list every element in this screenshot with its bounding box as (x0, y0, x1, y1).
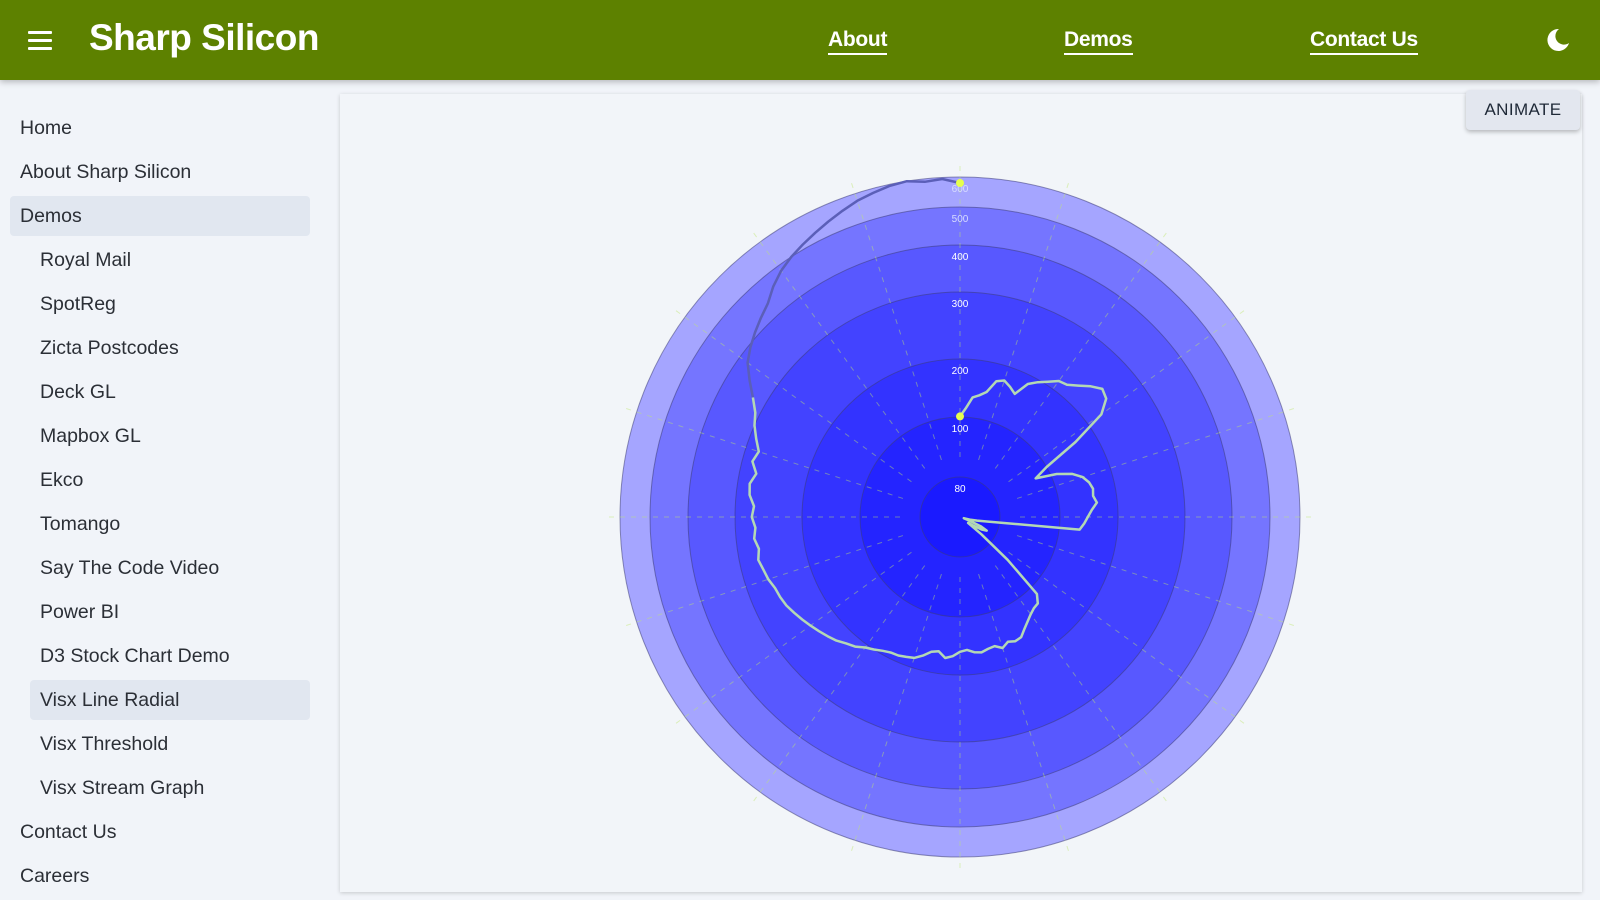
sidebar-item-royal-mail[interactable]: Royal Mail (40, 249, 132, 271)
radial-ring (919, 476, 1001, 558)
sidebar-item-demos[interactable]: Demos (10, 196, 310, 236)
animate-button[interactable]: ANIMATE (1466, 90, 1580, 130)
radial-spoke (1016, 407, 1295, 499)
sidebar-item-say-the-code-video[interactable]: Say The Code Video (40, 557, 220, 579)
menu-bar (28, 30, 52, 34)
brand-title[interactable]: Sharp Silicon (89, 17, 319, 58)
radial-spoke (1016, 535, 1295, 627)
radial-spoke (1008, 551, 1246, 725)
sidebar-item-visx-threshold[interactable]: Visx Threshold (40, 733, 169, 755)
sidebar-item-mapbox-gl[interactable]: Mapbox GL (40, 425, 141, 447)
radial-spoke (752, 565, 926, 803)
radial-spoke (850, 573, 942, 852)
sidebar-item-ekco[interactable]: Ekco (40, 469, 84, 491)
menu-bar (28, 46, 52, 50)
radial-spoke (625, 535, 904, 627)
sidebar-item-home[interactable]: Home (20, 117, 73, 139)
radial-tick-label: 100 (952, 424, 969, 435)
radial-spoke (978, 573, 1070, 852)
radial-tick-label: 80 (954, 484, 966, 495)
radial-spoke (625, 407, 904, 499)
radial-series-line (748, 379, 1108, 660)
radial-tick-label: 400 (952, 252, 969, 263)
nav-demos-link[interactable]: Demos (1064, 28, 1133, 55)
radial-spoke (994, 231, 1168, 469)
sidebar-item-power-bi[interactable]: Power BI (40, 601, 120, 623)
app-header: Sharp Silicon About Demos Contact Us (0, 0, 1600, 80)
sidebar-item-spotreg[interactable]: SpotReg (40, 293, 116, 315)
sidebar-item-careers[interactable]: Careers (20, 865, 90, 887)
sidebar-item-tomango[interactable]: Tomango (40, 513, 121, 535)
sidebar-item-d3-stock-chart-demo[interactable]: D3 Stock Chart Demo (40, 645, 230, 667)
sidebar-nav: Home About Sharp Silicon Demos Royal Mai… (0, 80, 320, 900)
sidebar-item-zicta-postcodes[interactable]: Zicta Postcodes (40, 337, 179, 359)
hamburger-menu-icon[interactable] (22, 24, 58, 56)
moon-icon[interactable] (1544, 26, 1572, 54)
radial-spoke (1008, 309, 1246, 483)
radial-series-line-outer (746, 177, 961, 398)
nav-about-link[interactable]: About (828, 28, 887, 55)
radial-spoke (850, 182, 942, 461)
radial-spoke (978, 182, 1070, 461)
series-end-point (956, 179, 964, 187)
menu-bar (28, 38, 52, 42)
radial-tick-label: 500 (952, 214, 969, 225)
sidebar-item-visx-stream-graph[interactable]: Visx Stream Graph (40, 777, 205, 799)
radial-spoke (674, 309, 912, 483)
sidebar-item-about-sharp-silicon[interactable]: About Sharp Silicon (20, 161, 192, 183)
sidebar-item-deck-gl[interactable]: Deck GL (40, 381, 116, 403)
radial-tick-label: 200 (952, 366, 969, 377)
radial-spoke (674, 551, 912, 725)
series-start-point (956, 412, 964, 421)
nav-contact-link[interactable]: Contact Us (1310, 28, 1418, 55)
sidebar-item-contact-us[interactable]: Contact Us (20, 821, 117, 843)
radial-tick-label: 600 (952, 184, 969, 195)
radial-tick-label: 300 (952, 299, 969, 310)
sidebar-item-visx-line-radial[interactable]: Visx Line Radial (30, 680, 310, 720)
radial-spoke (994, 565, 1168, 803)
